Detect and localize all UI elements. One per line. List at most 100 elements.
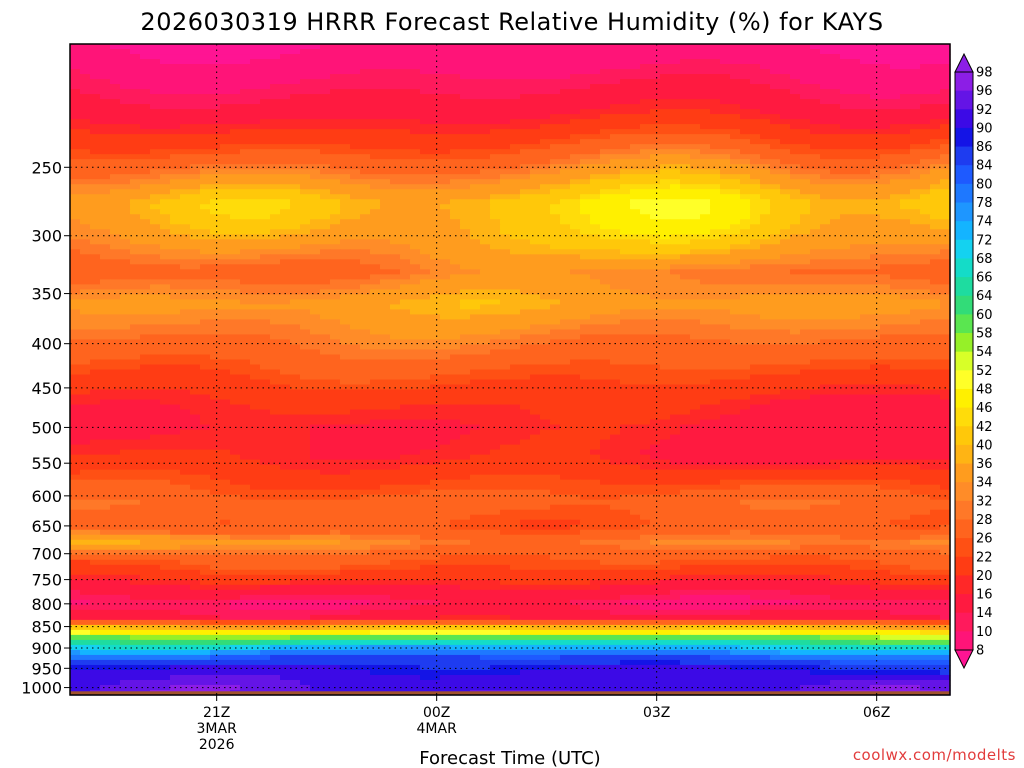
rh-cell bbox=[150, 189, 161, 195]
rh-cell bbox=[700, 194, 711, 200]
rh-cell bbox=[730, 184, 741, 190]
rh-cell bbox=[250, 64, 261, 70]
rh-cell bbox=[760, 214, 771, 220]
rh-cell bbox=[770, 59, 781, 65]
rh-cell bbox=[100, 244, 111, 250]
rh-cell bbox=[520, 324, 531, 331]
rh-cell bbox=[690, 194, 701, 200]
rh-cell bbox=[340, 124, 351, 130]
rh-cell bbox=[690, 324, 701, 331]
rh-cell bbox=[750, 74, 761, 80]
rh-cell bbox=[510, 314, 521, 321]
rh-cell bbox=[680, 109, 691, 115]
rh-cell bbox=[450, 84, 461, 90]
rh-cell bbox=[740, 274, 751, 280]
rh-cell bbox=[130, 94, 141, 100]
rh-cell bbox=[710, 239, 721, 245]
rh-cell bbox=[630, 284, 641, 290]
rh-cell bbox=[470, 119, 481, 125]
rh-cell bbox=[230, 54, 241, 60]
rh-cell bbox=[770, 274, 781, 280]
rh-cell bbox=[790, 269, 801, 275]
rh-cell bbox=[620, 229, 631, 235]
rh-cell bbox=[780, 214, 791, 220]
rh-cell bbox=[190, 69, 201, 75]
rh-cell bbox=[380, 269, 391, 275]
rh-cell bbox=[880, 249, 891, 255]
rh-cell bbox=[840, 309, 851, 316]
rh-cell bbox=[710, 94, 721, 100]
rh-cell bbox=[840, 264, 851, 270]
rh-cell bbox=[500, 44, 511, 50]
rh-cell bbox=[910, 74, 921, 80]
rh-cell bbox=[730, 119, 741, 125]
rh-cell bbox=[480, 109, 491, 115]
rh-cell bbox=[790, 244, 801, 250]
rh-cell bbox=[870, 74, 881, 80]
rh-cell bbox=[100, 129, 111, 135]
rh-cell bbox=[390, 189, 401, 195]
rh-cell bbox=[310, 174, 321, 180]
rh-cell bbox=[630, 319, 641, 326]
rh-cell bbox=[130, 89, 141, 95]
rh-cell bbox=[110, 189, 121, 195]
rh-cell bbox=[680, 324, 691, 331]
rh-cell bbox=[150, 319, 161, 326]
rh-cell bbox=[910, 104, 921, 110]
rh-cell bbox=[340, 59, 351, 65]
rh-cell bbox=[250, 234, 261, 240]
rh-cell bbox=[830, 284, 841, 290]
rh-cell bbox=[750, 109, 761, 115]
rh-cell bbox=[310, 289, 321, 295]
rh-cell bbox=[270, 149, 281, 155]
rh-cell bbox=[730, 69, 741, 75]
rh-cell bbox=[610, 304, 621, 311]
rh-cell bbox=[370, 219, 381, 225]
rh-cell bbox=[910, 89, 921, 95]
rh-cell bbox=[220, 244, 231, 250]
rh-cell bbox=[390, 314, 401, 321]
rh-cell bbox=[370, 189, 381, 195]
rh-cell bbox=[480, 224, 491, 230]
rh-cell bbox=[290, 179, 301, 185]
rh-cell bbox=[160, 154, 171, 160]
rh-cell bbox=[100, 174, 111, 180]
rh-cell bbox=[250, 209, 261, 215]
rh-cell bbox=[920, 139, 931, 145]
rh-cell bbox=[120, 209, 131, 215]
rh-cell bbox=[600, 199, 611, 205]
rh-cell bbox=[640, 289, 651, 295]
rh-cell bbox=[150, 174, 161, 180]
rh-cell bbox=[430, 214, 441, 220]
rh-cell bbox=[100, 324, 111, 331]
rh-cell bbox=[890, 159, 901, 165]
rh-cell bbox=[800, 174, 811, 180]
rh-cell bbox=[410, 154, 421, 160]
rh-cell bbox=[460, 64, 471, 70]
rh-cell bbox=[660, 324, 671, 331]
rh-cell bbox=[630, 189, 641, 195]
rh-cell bbox=[600, 139, 611, 145]
rh-cell bbox=[210, 109, 221, 115]
rh-cell bbox=[410, 239, 421, 245]
rh-cell bbox=[510, 174, 521, 180]
rh-cell bbox=[650, 159, 661, 165]
rh-cell bbox=[420, 299, 431, 305]
rh-cell bbox=[570, 244, 581, 250]
rh-cell bbox=[740, 219, 751, 225]
rh-cell bbox=[800, 269, 811, 275]
rh-cell bbox=[630, 219, 641, 225]
rh-cell bbox=[730, 79, 741, 85]
rh-cell bbox=[150, 134, 161, 140]
rh-cell bbox=[320, 259, 331, 265]
rh-cell bbox=[130, 264, 141, 270]
rh-cell bbox=[860, 79, 871, 85]
rh-cell bbox=[390, 184, 401, 190]
rh-cell bbox=[370, 214, 381, 220]
rh-cell bbox=[560, 114, 571, 120]
rh-cell bbox=[590, 224, 601, 230]
rh-cell bbox=[430, 204, 441, 210]
rh-cell bbox=[660, 79, 671, 85]
rh-cell bbox=[580, 64, 591, 70]
rh-cell bbox=[240, 289, 251, 295]
